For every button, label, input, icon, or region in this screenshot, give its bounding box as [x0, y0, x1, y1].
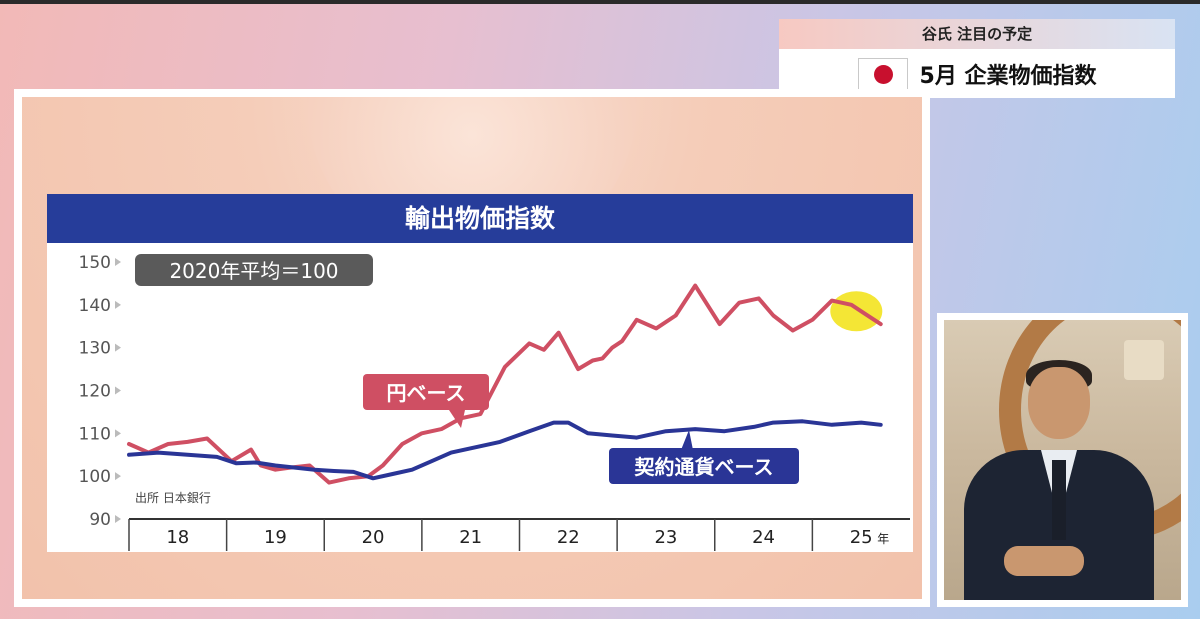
- yen-base-callout-box: [363, 374, 489, 410]
- yen-base-series-line: [127, 283, 883, 485]
- chart-card: 輸出物価指数 150 140 130 120 110 100 90 18 19 20 21 22 23 2…: [47, 194, 913, 552]
- y-tick-label: 100: [79, 467, 111, 487]
- y-tick-marker: [115, 386, 121, 395]
- y-tick-label: 90: [89, 510, 111, 530]
- x-axis-unit: 年: [877, 532, 889, 546]
- schedule-title: 5月 企業物価指数: [919, 63, 1097, 89]
- export-price-index-chart: 150 140 130 120 110 100 90 18 19 20 21 22 23 24 25 年 202…: [79, 253, 910, 551]
- commentator-face: [1028, 367, 1090, 439]
- contract-callout-pointer: [681, 430, 693, 450]
- x-tick-label: 23: [654, 527, 677, 548]
- contract-callout-label: 契約通貨ベース: [634, 455, 774, 479]
- yen-base-callout-pointer: [449, 410, 465, 428]
- y-tick-label: 130: [79, 339, 111, 359]
- x-tick-label: 18: [166, 527, 189, 548]
- x-tick-label: 25: [850, 527, 873, 548]
- y-tick-marker: [115, 300, 121, 309]
- chart-panel-background: 輸出物価指数 150 140 130 120 110 100 90 18 19 20 21 22 23 2…: [22, 97, 922, 599]
- y-tick-label: 120: [79, 382, 111, 402]
- y-tick-label: 150: [79, 253, 111, 273]
- yen-base-callout-label: 円ベース: [387, 381, 466, 405]
- background-lamp: [1124, 340, 1164, 380]
- y-tick-marker: [115, 343, 121, 352]
- schedule-caption: 谷氏 注目の予定 5月 企業物価指数: [779, 19, 1175, 98]
- y-tick-marker: [115, 429, 121, 438]
- base-year-note-box: [135, 254, 373, 286]
- commentator-hands: [1004, 546, 1084, 576]
- japan-flag-icon: [857, 57, 908, 90]
- x-tick-label: 21: [459, 527, 482, 548]
- y-tick-label: 140: [79, 296, 111, 316]
- x-tick-label: 22: [557, 527, 580, 548]
- contract-callout-box: [609, 448, 799, 484]
- commentator-tie: [1052, 460, 1066, 540]
- top-rule: [0, 0, 1200, 4]
- x-tick-label: 24: [752, 527, 775, 548]
- y-tick-marker: [115, 258, 121, 266]
- commentator-video: [944, 320, 1181, 600]
- schedule-header: 谷氏 注目の予定: [779, 19, 1175, 49]
- y-tick-label: 110: [79, 424, 111, 444]
- contract-currency-series-line: [127, 419, 883, 481]
- latest-value-highlight: [830, 291, 883, 332]
- y-tick-marker: [115, 515, 121, 523]
- chart-panel: 輸出物価指数 150 140 130 120 110 100 90 18 19 20 21 22 23 2…: [14, 89, 930, 607]
- source-note: 出所 日本銀行: [135, 491, 211, 505]
- x-tick-label: 19: [264, 527, 287, 548]
- x-tick-label: 20: [362, 527, 385, 548]
- chart-title: 輸出物価指数: [47, 194, 913, 243]
- commentator-camera-inset: [937, 313, 1188, 607]
- base-year-note: 2020年平均＝100: [169, 259, 338, 283]
- y-tick-marker: [115, 472, 121, 481]
